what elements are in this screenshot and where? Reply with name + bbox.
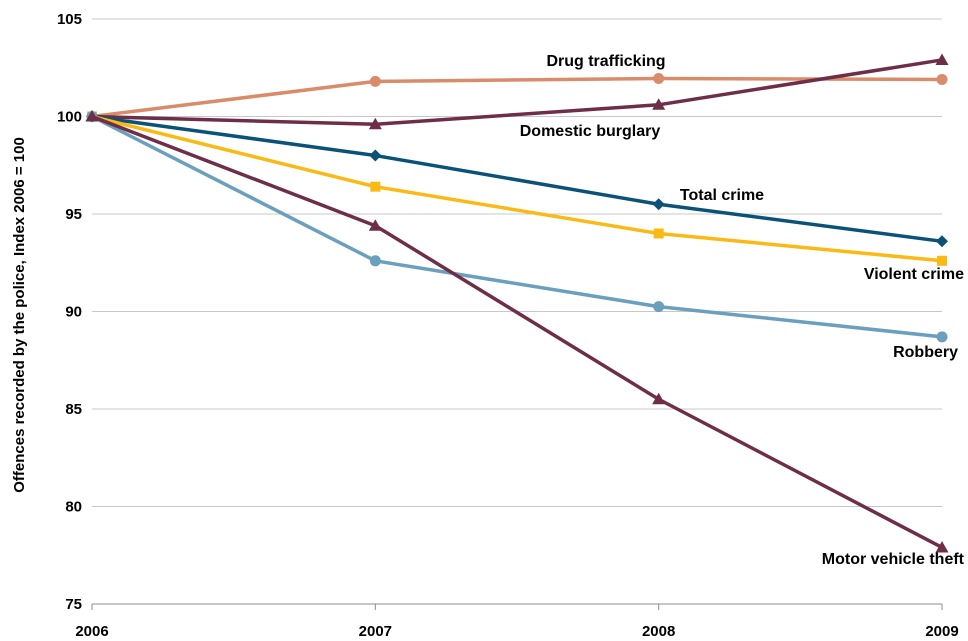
x-tick-label-2006: 2006 [75, 623, 108, 640]
y-tick-labels: 75 80 85 90 95 100 105 [57, 11, 82, 613]
point-motor-vehicle-theft-2009 [935, 540, 949, 553]
x-tick-label-2007: 2007 [359, 623, 392, 640]
x-tick-label-2009: 2009 [925, 623, 958, 640]
x-tick-label-2008: 2008 [642, 623, 675, 640]
point-robbery-2007 [369, 255, 381, 267]
axes [91, 603, 943, 610]
point-robbery-2008 [653, 301, 665, 313]
series-label-violent-crime: Violent crime [864, 266, 964, 283]
point-total-crime-2008 [652, 198, 665, 211]
series-label-motor-vehicle-theft: Motor vehicle theft [822, 551, 965, 568]
series-label-domestic-burglary: Domestic burglary [520, 123, 661, 140]
series-motor-vehicle-theft [85, 110, 949, 553]
series-labels: Drug trafficking Domestic burglary Total c… [520, 53, 965, 568]
series-label-robbery: Robbery [893, 344, 958, 361]
y-tick-label-95: 95 [65, 206, 82, 223]
point-motor-vehicle-theft-2007 [368, 219, 382, 231]
series-line-domestic-burglary [91, 58, 943, 127]
x-tick-labels: 2006 2007 2008 2009 [75, 623, 958, 640]
y-tick-label-80: 80 [65, 499, 82, 516]
point-drug-trafficking-2009 [936, 73, 948, 85]
y-tick-label-100: 100 [57, 109, 82, 126]
series-label-drug-trafficking: Drug trafficking [546, 53, 665, 70]
point-drug-trafficking-2007 [369, 75, 381, 87]
point-violent-crime-2008 [653, 228, 664, 239]
series-line-robbery [91, 114, 943, 339]
gridlines [92, 18, 942, 507]
series [85, 53, 949, 553]
y-tick-label-90: 90 [65, 304, 82, 321]
y-tick-label-85: 85 [65, 401, 82, 418]
point-motor-vehicle-theft-2008 [652, 392, 666, 405]
point-drug-trafficking-2008 [653, 72, 665, 84]
series-line-motor-vehicle-theft [91, 114, 943, 550]
series-line-violent-crime [91, 114, 943, 263]
y-tick-label-105: 105 [57, 11, 82, 28]
point-domestic-burglary-2009 [935, 53, 949, 65]
series-line-total-crime [91, 114, 943, 244]
y-axis-title: Offences recorded by the police, Index 2… [11, 137, 28, 493]
y-tick-label-75: 75 [65, 596, 82, 613]
point-violent-crime-2007 [370, 181, 381, 192]
point-total-crime-2007 [369, 149, 382, 162]
series-domestic-burglary [85, 53, 949, 130]
point-robbery-2009 [936, 331, 948, 343]
point-violent-crime-2009 [937, 255, 947, 266]
point-domestic-burglary-2008 [652, 98, 666, 110]
series-label-total-crime: Total crime [680, 187, 764, 204]
point-motor-vehicle-theft-2006 [85, 110, 99, 122]
point-total-crime-2009 [936, 235, 948, 248]
series-line-drug-trafficking [91, 76, 943, 119]
point-domestic-burglary-2007 [368, 117, 382, 130]
